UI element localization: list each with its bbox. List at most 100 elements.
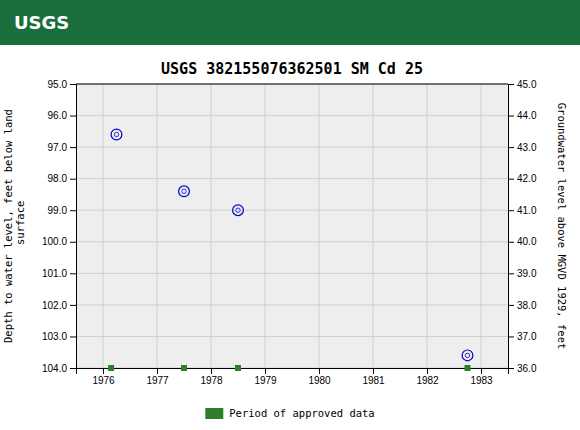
grid-line <box>76 273 508 274</box>
tick: 37.0 <box>508 331 537 342</box>
grid-line <box>76 178 508 179</box>
point <box>179 186 190 197</box>
grid-line <box>76 210 508 211</box>
tick: 1977 <box>146 368 169 386</box>
tick-label: 1978 <box>200 375 223 386</box>
tick-mark <box>70 242 76 243</box>
tick-mark <box>508 84 514 85</box>
tick-label: 1982 <box>416 375 439 386</box>
marks <box>108 129 473 371</box>
tick: 42.0 <box>508 173 537 184</box>
tick: 1979 <box>254 368 277 386</box>
header-bar <box>0 0 580 45</box>
tick-mark <box>319 368 320 374</box>
axis-line <box>70 85 77 369</box>
legend-item: Period of approved data <box>205 407 374 419</box>
series <box>108 365 470 371</box>
tick-label: 95.0 <box>48 79 68 90</box>
y-axis: 95.096.097.098.099.0100.0101.0102.0103.0… <box>42 79 77 374</box>
tick: 96.0 <box>48 110 76 121</box>
tick-mark <box>70 210 76 211</box>
tick-label: 41.0 <box>517 205 537 216</box>
title: USGS 382155076362501 SM Cd 25 <box>161 60 423 78</box>
tick-mark <box>70 305 76 306</box>
tick-mark <box>508 242 514 243</box>
grid-line <box>76 304 508 305</box>
tick-label: 39.0 <box>517 268 537 279</box>
tick-label: 40.0 <box>517 236 537 247</box>
tick: 1983 <box>470 368 493 386</box>
plot-background <box>76 84 508 368</box>
point-inner <box>114 132 118 136</box>
tick-label: 97.0 <box>48 142 68 153</box>
tick-mark <box>508 368 514 369</box>
tick-label: 100.0 <box>42 236 67 247</box>
tick-mark <box>157 368 158 374</box>
grid-line <box>76 241 508 242</box>
tick-mark <box>211 368 212 374</box>
axis-line <box>77 369 509 375</box>
tick-label: 45.0 <box>517 79 537 90</box>
tick: 104.0 <box>42 363 76 374</box>
point-inner <box>182 189 186 193</box>
square-marker <box>235 365 241 371</box>
tick-label: 103.0 <box>42 331 67 342</box>
tick-label: 42.0 <box>517 173 537 184</box>
grid-line <box>481 84 482 368</box>
tick: 40.0 <box>508 236 537 247</box>
tick-mark <box>70 147 76 148</box>
point <box>111 129 122 140</box>
point-inner <box>236 208 240 212</box>
tick-mark <box>70 84 76 85</box>
tick-mark <box>508 210 514 211</box>
tick: 103.0 <box>42 331 76 342</box>
tick-mark <box>70 336 76 337</box>
tick-label: 36.0 <box>517 363 537 374</box>
tick: 98.0 <box>48 173 76 184</box>
tick-mark <box>508 147 514 148</box>
tick-label: 96.0 <box>48 110 68 121</box>
plot: 1976 1977 1978 1979 1980 1981 1982 1983 95.0 96.0… <box>42 79 537 386</box>
tick: 102.0 <box>42 300 76 311</box>
tick: 95.0 <box>48 79 76 90</box>
tick-label: 98.0 <box>48 173 68 184</box>
tick: 36.0 <box>508 363 537 374</box>
tick-mark <box>508 273 514 274</box>
tick: 43.0 <box>508 142 537 153</box>
tick-label: 1977 <box>146 375 169 386</box>
tick-mark <box>70 116 76 117</box>
tick-mark <box>508 179 514 180</box>
grid-line <box>319 84 320 368</box>
tick: 45.0 <box>508 79 537 90</box>
tick: 97.0 <box>48 142 76 153</box>
tick-label: 44.0 <box>517 110 537 121</box>
tick: 1978 <box>200 368 223 386</box>
tick: 1981 <box>362 368 385 386</box>
tick-mark <box>103 368 104 374</box>
tick-mark <box>265 368 266 374</box>
tick: 1980 <box>308 368 331 386</box>
tick-label: 1983 <box>470 375 493 386</box>
legend: Period of approved data <box>205 407 374 419</box>
x-axis: 1976 1977 1978 1979 1980 1981 1982 1983 <box>77 368 509 386</box>
tick-label: 102.0 <box>42 300 67 311</box>
tick-mark <box>508 116 514 117</box>
square-marker <box>465 365 471 371</box>
grid-line <box>76 336 508 337</box>
tick: 38.0 <box>508 300 537 311</box>
tick-mark <box>427 368 428 374</box>
tick-label: 99.0 <box>48 205 68 216</box>
tick-mark <box>70 273 76 274</box>
tick-label: 1976 <box>92 375 115 386</box>
grid-line <box>373 84 374 368</box>
tick-mark <box>481 368 482 374</box>
tick-label: 38.0 <box>517 300 537 311</box>
grid-line <box>265 84 266 368</box>
square-marker <box>181 365 187 371</box>
y2-axis: 36.0 37.0 38.0 39.0 40.0 41.0 42.0 43.0 44.0 45.0 <box>508 79 537 374</box>
tick-mark <box>508 305 514 306</box>
tick-label: 37.0 <box>517 331 537 342</box>
series <box>111 129 473 361</box>
tick-label: 1980 <box>308 375 331 386</box>
grid-line <box>76 115 508 116</box>
